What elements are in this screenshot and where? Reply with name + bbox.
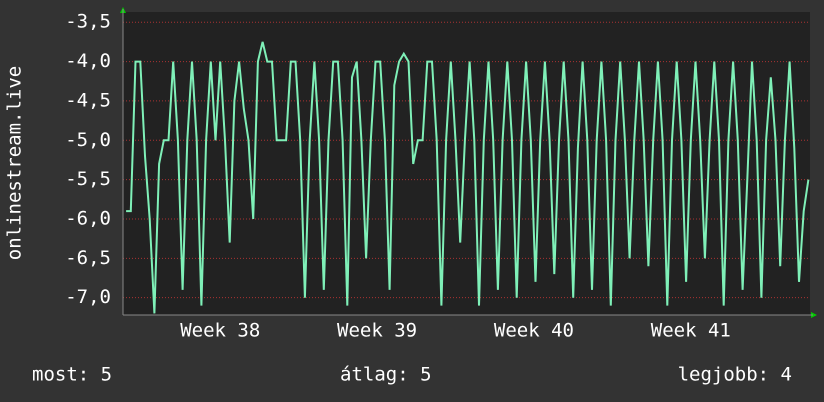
x-tick-label: Week 40	[494, 320, 574, 342]
axis-arrow	[811, 312, 817, 318]
y-tick-label: -7,0	[65, 286, 111, 308]
x-tick-label: Week 38	[180, 320, 260, 342]
footer-current: most: 5	[32, 364, 112, 386]
x-tick-label: Week 41	[651, 320, 731, 342]
y-tick-label: -3,5	[65, 11, 111, 33]
data-line	[126, 41, 810, 314]
y-tick-label: -5,0	[65, 129, 111, 151]
y-tick-label: -4,0	[65, 50, 111, 72]
y-tick-label: -6,0	[65, 207, 111, 229]
x-tick-label: Week 39	[337, 320, 417, 342]
footer-best: legjobb: 4	[678, 364, 792, 386]
y-tick-label: -6,5	[65, 247, 111, 269]
y-tick-label: -5,5	[65, 168, 111, 190]
y-tick-label: -4,5	[65, 89, 111, 111]
y-axis-label: onlinestream.live	[4, 66, 26, 260]
footer-average: átlag: 5	[340, 364, 432, 386]
